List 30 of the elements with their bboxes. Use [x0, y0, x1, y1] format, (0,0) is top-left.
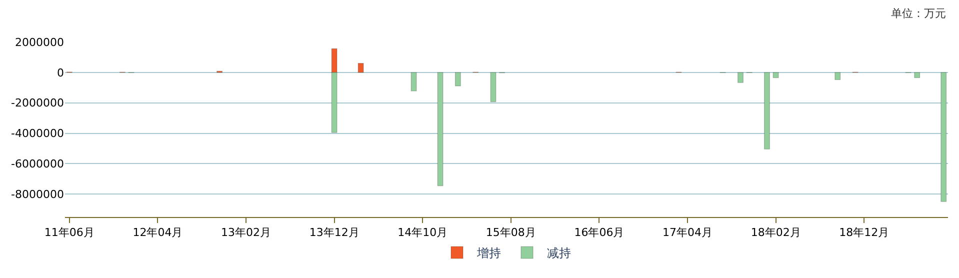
bar [437, 72, 444, 186]
bar [940, 72, 947, 202]
y-tick-label: -2000000 [11, 96, 64, 110]
legend-label: 增持 [476, 246, 501, 260]
bar [454, 72, 461, 86]
y-tick-label: -4000000 [11, 127, 64, 140]
x-tick-label: 16年06月 [574, 226, 624, 240]
text: 单位：万元 [891, 7, 946, 20]
x-tick-label: 18年12月 [839, 226, 890, 240]
x-tick-label: 13年02月 [221, 226, 272, 240]
x-tick-label: 15年08月 [486, 226, 536, 240]
bar [834, 72, 841, 80]
bar [490, 72, 496, 102]
bar [410, 72, 417, 92]
legend-label: 减持 [547, 246, 571, 260]
x-tick-label: 12年04月 [132, 226, 183, 240]
x-tick-label: 14年10月 [398, 226, 448, 240]
bar [914, 72, 920, 78]
y-tick-label: -8000000 [11, 188, 64, 202]
bar [772, 72, 779, 78]
y-tick-label: -6000000 [11, 158, 64, 171]
bar [358, 63, 364, 73]
bar [764, 72, 770, 150]
y-tick-label: 2000000 [15, 36, 64, 49]
x-tick-label: 18年02月 [750, 226, 801, 240]
y-tick-label: 0 [57, 66, 64, 80]
x-tick-label: 17年04月 [662, 226, 713, 240]
bar [738, 72, 744, 83]
x-tick-label: 11年06月 [44, 226, 94, 240]
x-tick-label: 13年12月 [309, 226, 360, 240]
